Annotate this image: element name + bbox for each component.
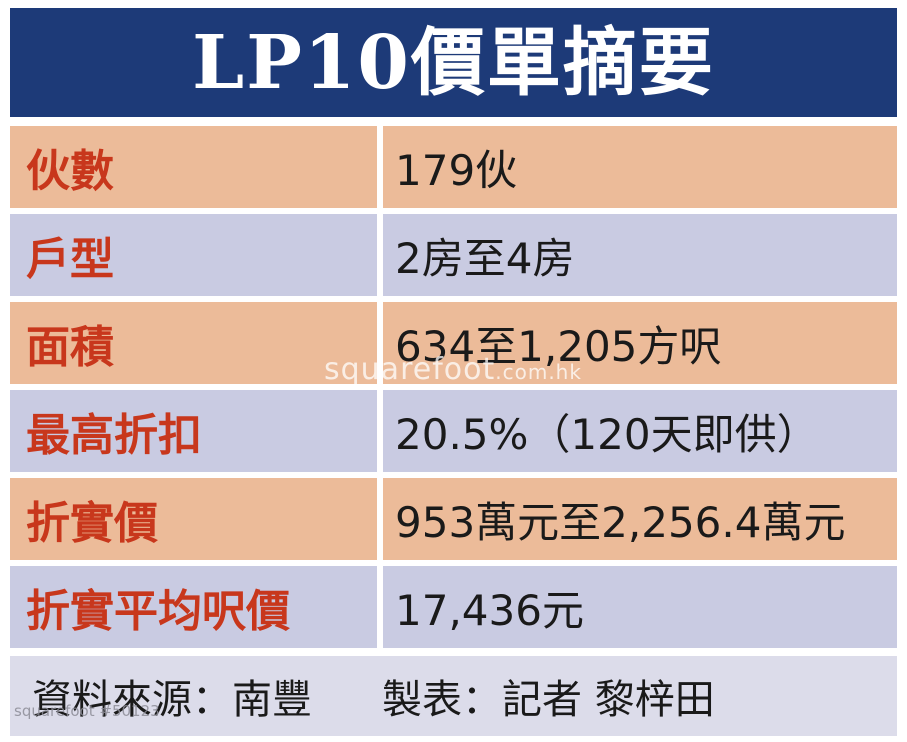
- row-value: 20.5%（120天即供）: [383, 390, 897, 472]
- row-value: 634至1,205方呎: [383, 302, 897, 384]
- page-title: LP10價單摘要: [192, 19, 715, 106]
- row-value: 17,436元: [383, 566, 897, 648]
- footer-credits: 資料來源：南豐 製表：記者 黎梓田: [10, 656, 897, 736]
- row-label: 折實價: [10, 478, 377, 560]
- watermark-suffix: .com.hk: [495, 360, 582, 384]
- author-credit: 製表：記者 黎梓田: [382, 677, 715, 723]
- row-label: 伙數: [10, 126, 377, 208]
- watermark-main: squarefoot: [324, 352, 496, 387]
- table-row-layout: 戶型 2房至4房: [10, 214, 897, 296]
- row-value: 2房至4房: [383, 214, 897, 296]
- row-value: 179伙: [383, 126, 897, 208]
- table-row-discounted-price: 折實價 953萬元至2,256.4萬元: [10, 478, 897, 560]
- title-banner: LP10價單摘要: [10, 8, 897, 117]
- summary-table: 伙數 179伙 戶型 2房至4房 面積 634至1,205方呎 最高折扣 20.…: [10, 126, 897, 654]
- table-row-max-discount: 最高折扣 20.5%（120天即供）: [10, 390, 897, 472]
- table-row-avg-price-per-sqft: 折實平均呎價 17,436元: [10, 566, 897, 648]
- source-credit: 資料來源：南豐: [32, 677, 312, 723]
- row-label: 面積: [10, 302, 377, 384]
- table-row-units: 伙數 179伙: [10, 126, 897, 208]
- reference-mark: squarefoot #50123: [14, 702, 160, 720]
- watermark: squarefoot.com.hk: [324, 352, 582, 387]
- row-label: 最高折扣: [10, 390, 377, 472]
- row-label: 戶型: [10, 214, 377, 296]
- row-value: 953萬元至2,256.4萬元: [383, 478, 897, 560]
- table-row-area: 面積 634至1,205方呎: [10, 302, 897, 384]
- row-label: 折實平均呎價: [10, 566, 377, 648]
